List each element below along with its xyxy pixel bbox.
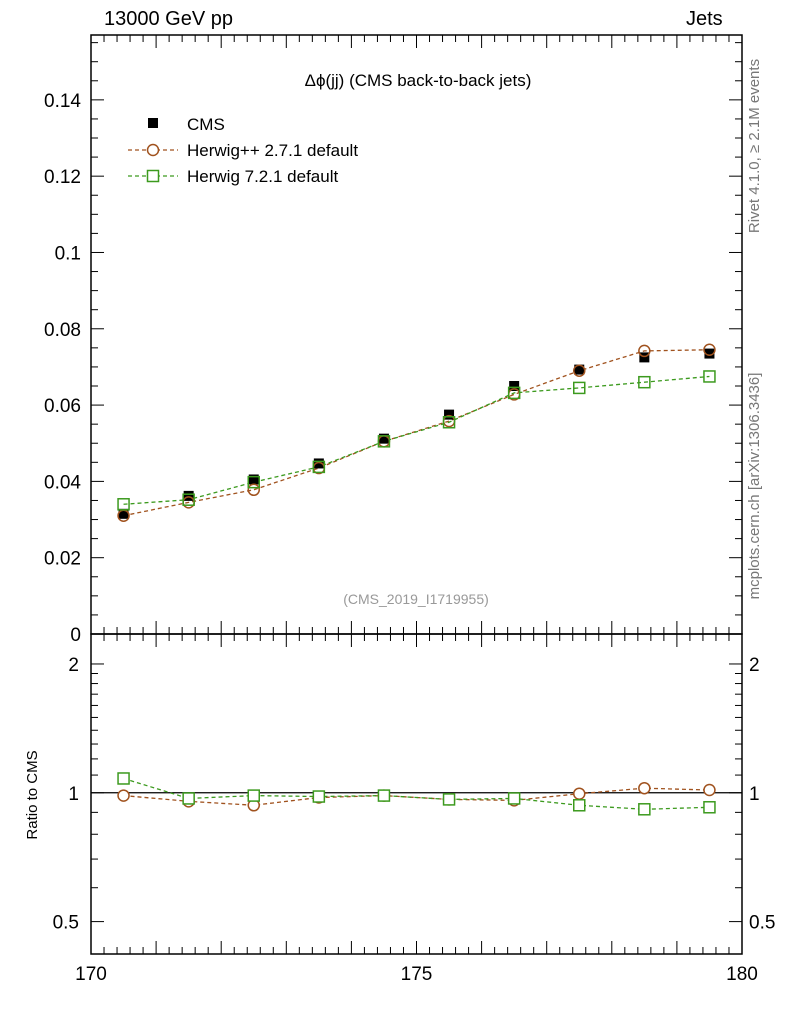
herwig7-ratio-point bbox=[573, 799, 586, 812]
legend-herwigpp-label: Herwig++ 2.7.1 default bbox=[187, 141, 358, 160]
herwigpp-ratio-line bbox=[123, 787, 710, 806]
x-tick-label: 180 bbox=[726, 964, 758, 985]
cms-data-point bbox=[574, 364, 585, 375]
herwigpp-point bbox=[703, 343, 716, 357]
ratio-y-tick-label: 1 bbox=[68, 784, 79, 805]
herwigpp-ratio-point bbox=[117, 789, 130, 802]
ratio-axis-ticks bbox=[91, 663, 742, 923]
herwig7-point bbox=[442, 416, 456, 429]
herwig7-ratio-point bbox=[312, 790, 326, 803]
herwig7-point bbox=[703, 370, 716, 383]
energy-label: 13000 GeV pp bbox=[104, 8, 233, 30]
herwigpp-point bbox=[573, 364, 586, 377]
cms-data-point bbox=[183, 490, 194, 501]
cms-data-point bbox=[248, 474, 259, 485]
herwig7-ratio-point bbox=[638, 803, 651, 816]
main-y-tick-labels: 0 0.02 0.04 0.06 0.08 0.1 0.12 0.14 bbox=[44, 91, 81, 646]
herwig7-ratio-point bbox=[507, 792, 521, 805]
ratio-series bbox=[117, 772, 716, 816]
ratio-y-tick-label-right: 0.5 bbox=[749, 913, 775, 934]
ratio-y-tick-label: 0.5 bbox=[53, 913, 79, 934]
herwigpp-point bbox=[247, 483, 260, 497]
herwigpp-line bbox=[123, 349, 710, 517]
herwig7-point bbox=[638, 375, 651, 389]
main-axis-ticks bbox=[90, 35, 743, 954]
main-y-tick-label: 0.06 bbox=[44, 396, 81, 417]
herwig7-ratio-point bbox=[247, 789, 260, 802]
cms-data-point bbox=[704, 348, 715, 359]
x-tick-label: 175 bbox=[401, 964, 433, 985]
herwigpp-point bbox=[638, 344, 651, 358]
ratio-y-tick-label-right: 2 bbox=[749, 655, 760, 676]
herwig7-ratio-point bbox=[442, 793, 456, 806]
cms-data-point bbox=[378, 433, 389, 444]
chart-title: Δϕ(jj) (CMS back-to-back jets) bbox=[305, 71, 532, 90]
cms-data-point bbox=[509, 381, 520, 392]
main-y-tick-label: 0.1 bbox=[55, 243, 81, 264]
herwigpp-ratio-point bbox=[638, 781, 651, 795]
cms-data-point bbox=[444, 409, 455, 420]
herwig7-point bbox=[312, 460, 326, 474]
x-tick-labels: 170 175 180 bbox=[75, 964, 758, 985]
herwigpp-ratio-point bbox=[703, 783, 716, 797]
legend-herwig7-marker bbox=[146, 169, 160, 183]
ratio-y-tick-label: 2 bbox=[68, 655, 79, 676]
legend-herwigpp-marker bbox=[146, 143, 160, 157]
main-y-tick-label: 0.12 bbox=[44, 167, 81, 188]
ratio-y-tick-labels: 0.5 0.5 1 1 2 2 bbox=[53, 655, 776, 934]
herwig7-point bbox=[117, 498, 130, 511]
herwig7-point bbox=[573, 381, 586, 395]
legend-cms-label: CMS bbox=[187, 115, 225, 134]
herwig7-ratio-point bbox=[117, 772, 130, 785]
main-y-tick-label: 0.04 bbox=[44, 472, 81, 493]
main-y-tick-label: 0.02 bbox=[44, 549, 81, 570]
herwig7-point bbox=[507, 386, 521, 400]
cms-data-point bbox=[313, 458, 324, 469]
ratio-y-tick-label-right: 1 bbox=[749, 784, 760, 805]
analysis-tag: (CMS_2019_I1719955) bbox=[343, 591, 489, 607]
herwig7-point bbox=[182, 493, 195, 506]
herwig7-ratio-point bbox=[182, 792, 195, 805]
process-label: Jets bbox=[686, 8, 723, 30]
cms-data-point bbox=[639, 352, 650, 363]
herwig7-ratio-line bbox=[123, 777, 710, 810]
ratio-y-axis-label: Ratio to CMS bbox=[24, 750, 41, 839]
x-tick-label: 170 bbox=[75, 964, 107, 985]
herwig7-point bbox=[377, 435, 391, 448]
herwig7-line bbox=[123, 375, 710, 505]
main-series bbox=[117, 343, 716, 522]
mcplots-label: mcplots.cern.ch [arXiv:1306.3436] bbox=[746, 373, 763, 600]
main-y-tick-label: 0 bbox=[70, 625, 81, 646]
legend-cms-marker bbox=[148, 118, 158, 128]
herwig7-ratio-point bbox=[703, 801, 716, 814]
herwig7-point bbox=[247, 475, 260, 489]
cms-data-point bbox=[118, 508, 129, 519]
main-y-tick-label: 0.08 bbox=[44, 320, 81, 341]
herwigpp-ratio-point bbox=[573, 787, 586, 800]
rivet-version-label: Rivet 4.1.0, ≥ 2.1M events bbox=[746, 59, 763, 233]
main-y-tick-label: 0.14 bbox=[44, 91, 81, 112]
legend-herwig7-label: Herwig 7.2.1 default bbox=[187, 167, 338, 186]
herwig7-ratio-point bbox=[377, 789, 391, 802]
legend: CMS Herwig++ 2.7.1 default Herwig 7.2.1 … bbox=[128, 115, 358, 186]
